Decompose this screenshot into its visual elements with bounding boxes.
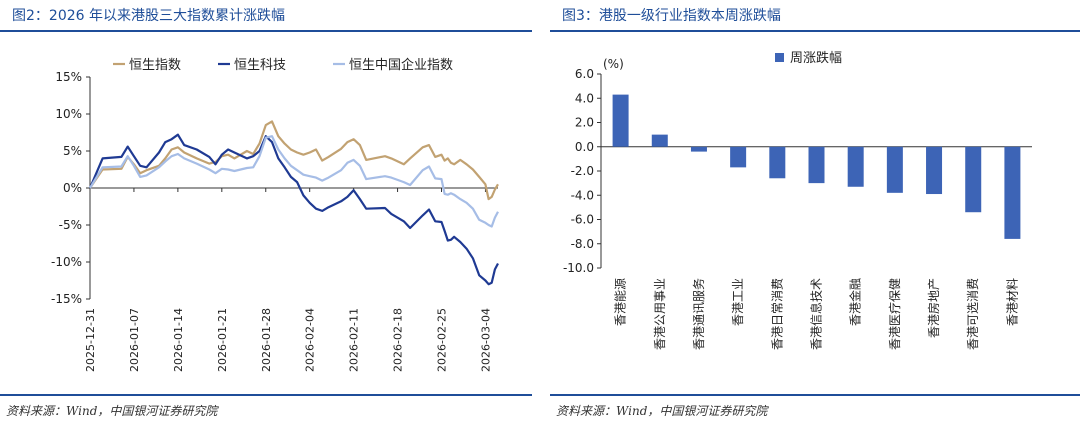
- bar: [1004, 146, 1021, 239]
- legend-label: 周涨跌幅: [790, 50, 842, 66]
- x-tick-label: 2026-02-04: [304, 308, 317, 372]
- series-line-1: [89, 120, 499, 201]
- y-tick-label: -10.0: [563, 261, 594, 275]
- x-tick-label: 2026-01-07: [128, 308, 141, 372]
- category-label: 香港信息技术: [809, 278, 824, 350]
- y-tick-label: -4.0: [571, 188, 594, 202]
- bar: [808, 146, 825, 184]
- bar-chart: 周涨跌幅 (%) 6.0 4.0 2.0 0.0 -2.0 -4.0 -6.0 -8.0 -10.0…: [563, 50, 1032, 350]
- bar: [612, 94, 629, 147]
- y-tick-label: -6.0: [571, 213, 594, 227]
- bar: [847, 146, 864, 187]
- y-tick-label: 4.0: [575, 91, 594, 105]
- bar: [886, 146, 903, 193]
- y-axis-unit: (%): [603, 57, 624, 71]
- y-tick-label: -10%: [51, 255, 82, 269]
- right-figure-header: 图3：港股一级行业指数本周涨跌幅: [550, 0, 1080, 32]
- legend-label: 恒生中国企业指数: [349, 57, 453, 73]
- y-tick-label: -8.0: [571, 237, 594, 251]
- legend-label: 恒生科技: [234, 58, 286, 73]
- x-tick-label: 2026-02-18: [392, 308, 405, 372]
- y-tick-label: 6.0: [575, 67, 594, 81]
- left-source-note: 资料来源：Wind，中国银河证券研究院: [6, 404, 218, 418]
- bar: [926, 146, 943, 195]
- y-tick-label: -2.0: [571, 164, 594, 178]
- bar: [730, 146, 747, 168]
- y-tick-label: 5%: [63, 144, 82, 158]
- bar: [965, 146, 982, 213]
- x-tick-label: 2026-02-11: [348, 308, 361, 372]
- left-figure-header: 图2：2026 年以来港股三大指数累计涨跌幅: [0, 0, 532, 32]
- y-tick-label: -5%: [59, 218, 82, 232]
- series-line-2: [88, 133, 499, 286]
- bar: [651, 134, 668, 147]
- category-label: 香港通讯服务: [691, 278, 706, 350]
- category-label: 香港公用事业: [653, 278, 667, 350]
- y-tick-label: 10%: [55, 107, 82, 121]
- y-tick-label: 0.0: [575, 140, 594, 154]
- right-source-note: 资料来源：Wind，中国银河证券研究院: [556, 404, 768, 418]
- series-line-3: [89, 135, 499, 228]
- left-source-bar: 资料来源：Wind，中国银河证券研究院: [0, 394, 532, 424]
- category-label: 香港工业: [731, 278, 745, 326]
- x-tick-label: 2026-01-14: [172, 308, 185, 372]
- right-figure-title: 图3：港股一级行业指数本周涨跌幅: [562, 8, 781, 24]
- left-figure-panel: 图2：2026 年以来港股三大指数累计涨跌幅 恒生指数 恒生科技 恒生中国企业指数 1…: [0, 0, 532, 422]
- category-label: 香港日常消费: [770, 278, 784, 350]
- x-tick-label: 2026-03-04: [479, 308, 492, 372]
- bar: [690, 146, 707, 152]
- right-figure-panel: 图3：港股一级行业指数本周涨跌幅 周涨跌幅 (%) 6.0 4.0 2.0 0.0 -2.0…: [550, 0, 1080, 422]
- category-label: 香港材料: [1005, 278, 1019, 326]
- x-tick-label: 2026-01-28: [260, 308, 273, 372]
- left-figure-title: 图2：2026 年以来港股三大指数累计涨跌幅: [12, 8, 285, 24]
- y-tick-label: -15%: [51, 292, 82, 306]
- category-label: 香港金融: [848, 278, 863, 326]
- right-source-bar: 资料来源：Wind，中国银河证券研究院: [550, 394, 1080, 424]
- y-tick-label: 2.0: [575, 116, 594, 130]
- legend-label: 恒生指数: [129, 58, 181, 73]
- category-label: 香港房地产: [926, 278, 941, 338]
- x-tick-label: 2025-12-31: [84, 308, 97, 372]
- category-label: 香港医疗保健: [888, 278, 902, 350]
- category-label: 香港可选消费: [966, 278, 980, 350]
- legend-swatch: [775, 53, 784, 62]
- category-label: 香港能源: [614, 278, 628, 326]
- x-tick-label: 2026-01-21: [216, 308, 229, 372]
- x-tick-label: 2026-02-25: [436, 308, 449, 372]
- y-tick-label: 0%: [63, 181, 82, 195]
- line-chart: 恒生指数 恒生科技 恒生中国企业指数15%10%5%0%-5%-10%-15%202…: [51, 57, 499, 372]
- bar: [769, 146, 786, 179]
- y-tick-label: 15%: [55, 70, 82, 84]
